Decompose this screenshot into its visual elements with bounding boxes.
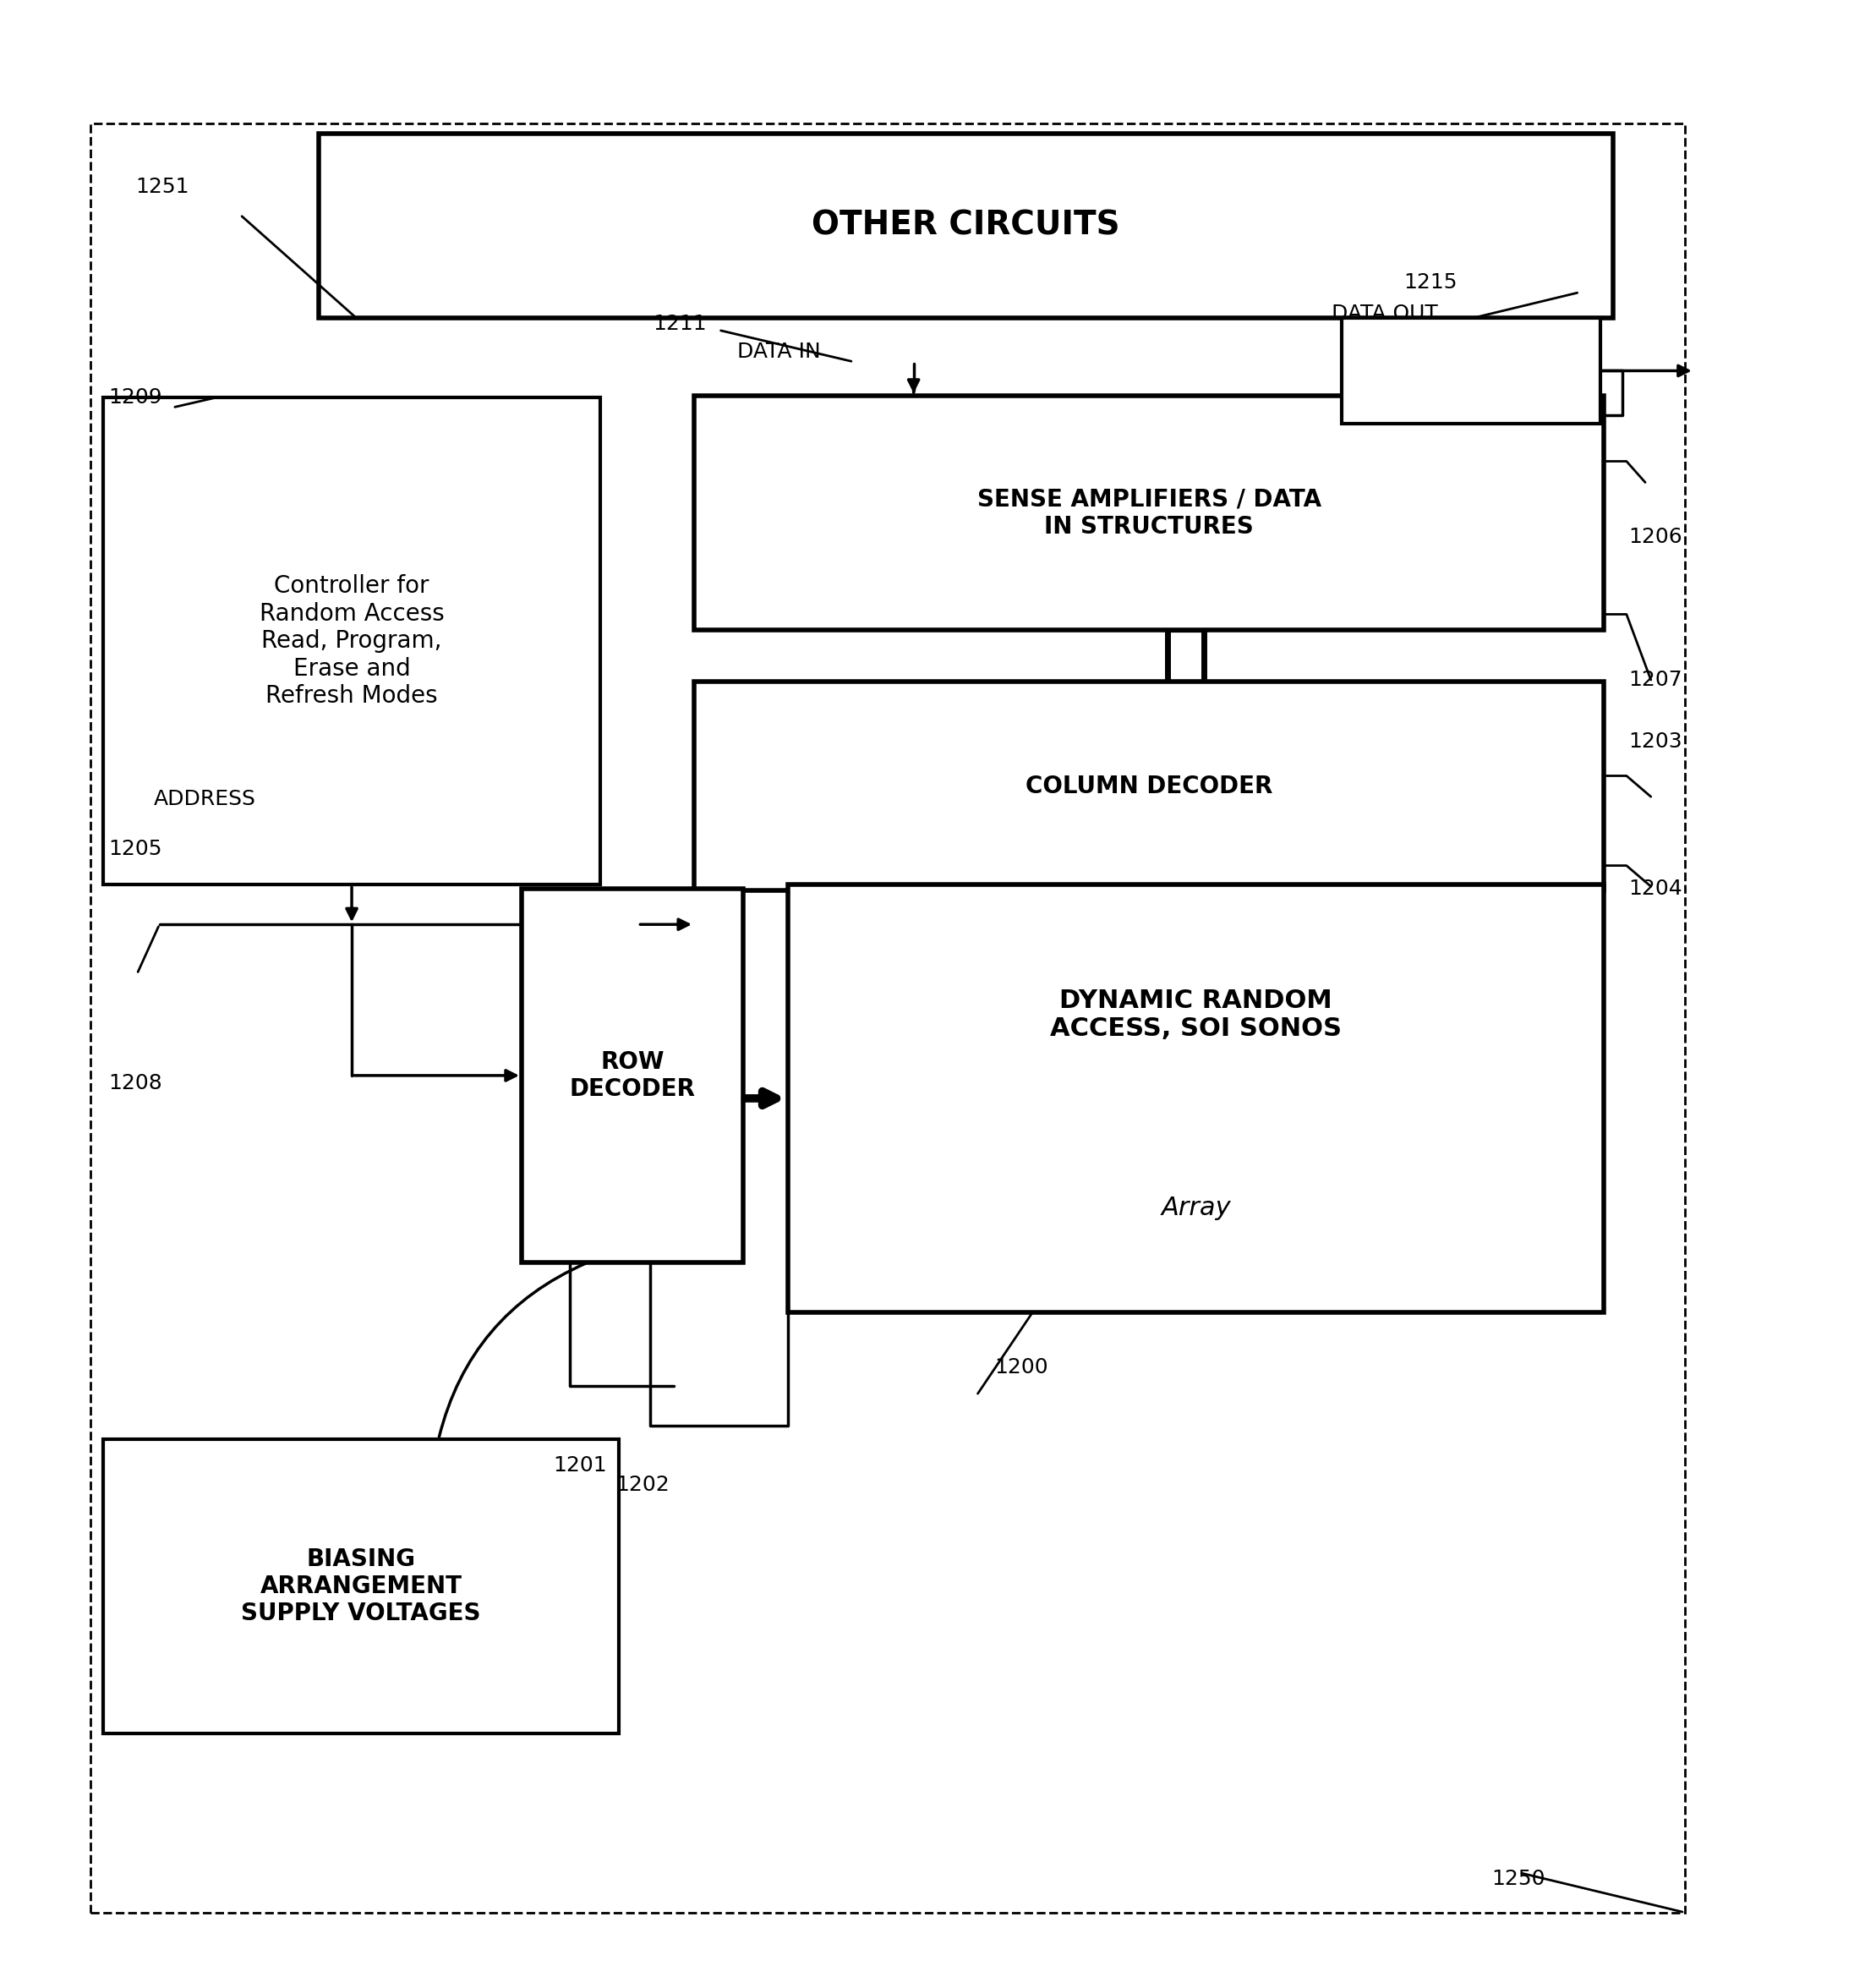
Bar xyxy=(103,398,600,885)
Bar xyxy=(90,123,1685,1912)
Text: DATA OUT: DATA OUT xyxy=(1332,304,1439,324)
Text: 1209: 1209 xyxy=(109,388,163,408)
Text: DATA IN: DATA IN xyxy=(737,342,822,362)
Bar xyxy=(319,133,1613,318)
Bar xyxy=(788,885,1604,1312)
Text: SENSE AMPLIFIERS / DATA
IN STRUCTURES: SENSE AMPLIFIERS / DATA IN STRUCTURES xyxy=(977,487,1321,539)
Text: DYNAMIC RANDOM
ACCESS, SOI SONOS: DYNAMIC RANDOM ACCESS, SOI SONOS xyxy=(1051,988,1341,1042)
Text: 1201: 1201 xyxy=(553,1455,608,1475)
Text: Controller for
Random Access
Read, Program,
Erase and
Refresh Modes: Controller for Random Access Read, Progr… xyxy=(259,575,445,708)
Text: 1211: 1211 xyxy=(653,314,707,334)
Bar xyxy=(1341,318,1600,423)
Text: 1205: 1205 xyxy=(109,839,163,859)
Text: 1215: 1215 xyxy=(1403,272,1458,292)
Bar xyxy=(522,889,743,1262)
Text: 1250: 1250 xyxy=(1491,1869,1546,1889)
Text: ROW
DECODER: ROW DECODER xyxy=(568,1050,696,1101)
Bar xyxy=(694,396,1604,630)
Text: COLUMN DECODER: COLUMN DECODER xyxy=(1026,775,1272,797)
Text: 1203: 1203 xyxy=(1628,732,1683,751)
Text: BIASING
ARRANGEMENT
SUPPLY VOLTAGES: BIASING ARRANGEMENT SUPPLY VOLTAGES xyxy=(242,1547,480,1626)
Text: 1251: 1251 xyxy=(135,177,189,197)
Text: Array: Array xyxy=(1161,1195,1231,1221)
Text: 1208: 1208 xyxy=(109,1074,163,1093)
Text: 1200: 1200 xyxy=(994,1358,1049,1378)
Text: 1204: 1204 xyxy=(1628,879,1683,899)
Text: 1202: 1202 xyxy=(615,1475,670,1495)
Text: 1206: 1206 xyxy=(1628,527,1683,547)
Bar xyxy=(103,1439,619,1734)
Text: OTHER CIRCUITS: OTHER CIRCUITS xyxy=(812,209,1120,243)
Text: 1207: 1207 xyxy=(1628,670,1683,690)
Bar xyxy=(694,682,1604,891)
Text: ADDRESS: ADDRESS xyxy=(154,789,255,809)
